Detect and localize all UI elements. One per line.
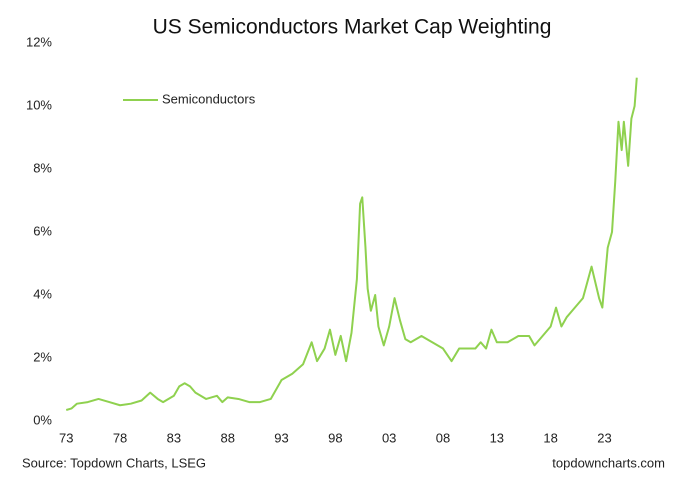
- y-tick-label: 12%: [26, 34, 52, 49]
- y-tick-label: 4%: [33, 286, 52, 301]
- x-tick-label: 78: [113, 430, 127, 445]
- series-line: [65, 77, 638, 411]
- legend-label: Semiconductors: [162, 91, 256, 106]
- credit: topdowncharts.com: [552, 455, 665, 470]
- y-tick-label: 10%: [26, 97, 52, 112]
- chart-title: US Semiconductors Market Cap Weighting: [153, 16, 552, 39]
- y-tick-label: 6%: [33, 223, 52, 238]
- y-tick-label: 2%: [33, 349, 52, 364]
- x-tick-label: 08: [436, 430, 450, 445]
- x-tick-label: 83: [167, 430, 181, 445]
- x-tick-label: 88: [220, 430, 234, 445]
- x-tick-label: 03: [382, 430, 396, 445]
- x-tick-label: 73: [59, 430, 73, 445]
- x-tick-label: 13: [490, 430, 504, 445]
- x-tick-label: 93: [274, 430, 288, 445]
- y-tick-label: 8%: [33, 160, 52, 175]
- y-tick-label: 0%: [33, 412, 52, 427]
- x-tick-label: 18: [543, 430, 557, 445]
- x-tick-label: 23: [597, 430, 611, 445]
- x-tick-label: 98: [328, 430, 342, 445]
- source-note: Source: Topdown Charts, LSEG: [22, 455, 206, 470]
